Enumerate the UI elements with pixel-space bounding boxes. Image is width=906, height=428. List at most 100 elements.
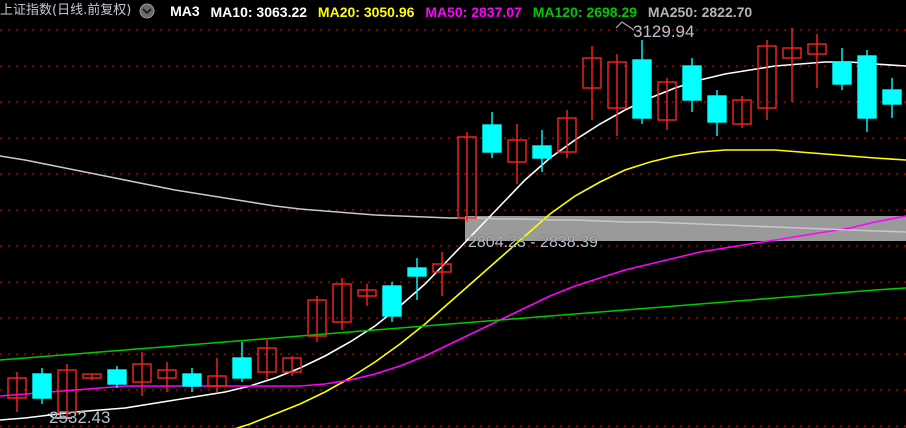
candle-body <box>832 61 852 85</box>
candle-body <box>532 145 552 159</box>
ma250-legend[interactable]: MA250: 2822.70 <box>648 1 752 22</box>
low-pointer-line <box>47 413 72 419</box>
ma250-label: MA250: <box>647 3 698 20</box>
candle-body <box>82 373 102 379</box>
candle-body <box>157 369 177 379</box>
chart-canvas[interactable] <box>0 20 906 428</box>
candle[interactable] <box>657 78 677 130</box>
ma10-legend[interactable]: MA10: 3063.22 <box>211 1 308 22</box>
candle[interactable] <box>532 130 552 172</box>
ma10-label: MA10: <box>210 3 253 20</box>
ma20-label: MA20: <box>317 3 360 20</box>
candle[interactable] <box>782 28 802 102</box>
candle[interactable] <box>457 132 477 222</box>
candle[interactable] <box>407 258 427 300</box>
candle-body <box>882 89 902 105</box>
dropdown-gear-icon[interactable] <box>139 3 155 19</box>
candle-body <box>32 373 52 399</box>
candle[interactable] <box>507 124 527 184</box>
candle-body <box>182 373 202 387</box>
candle[interactable] <box>382 282 402 322</box>
ma-line-ma10 <box>0 61 906 421</box>
candle-body <box>457 136 477 219</box>
candle-body <box>757 45 777 109</box>
ma50-legend[interactable]: MA50: 2837.07 <box>425 1 522 22</box>
candle[interactable] <box>307 296 327 342</box>
low-price-annotation: 2532.43 <box>49 408 111 427</box>
candle[interactable] <box>107 366 127 388</box>
moving-average-lines <box>0 61 906 428</box>
candle-body <box>607 61 627 109</box>
candle[interactable] <box>282 356 302 376</box>
candlestick-series[interactable] <box>7 28 902 420</box>
instrument-name[interactable]: 上证指数(日线.前复权) <box>0 3 132 19</box>
candle-body <box>682 65 702 101</box>
candle-body <box>307 299 327 337</box>
ma50-value: 2837.07 <box>471 3 522 20</box>
candle[interactable] <box>682 58 702 112</box>
candle[interactable] <box>82 373 102 380</box>
candle-body <box>382 285 402 317</box>
candle[interactable] <box>632 40 652 124</box>
candle[interactable] <box>582 46 602 120</box>
candle[interactable] <box>732 96 752 128</box>
candle-body <box>632 59 652 119</box>
candle[interactable] <box>432 252 452 296</box>
candle-body <box>232 357 252 379</box>
candle[interactable] <box>482 112 502 158</box>
candle-body <box>132 363 152 383</box>
ma120-legend[interactable]: MA120: 2698.29 <box>533 1 637 22</box>
candle[interactable] <box>257 338 277 380</box>
candle[interactable] <box>207 358 227 392</box>
ma-line-ma250 <box>0 155 906 233</box>
ma-line-ma20 <box>234 149 906 428</box>
candle-body <box>257 347 277 373</box>
candle-body <box>7 377 27 399</box>
ma120-value: 2698.29 <box>586 3 638 20</box>
candle[interactable] <box>57 364 77 420</box>
ma120-label: MA120: <box>532 3 583 20</box>
candle-body <box>557 117 577 153</box>
candle-body <box>782 47 802 59</box>
candle-body <box>482 124 502 153</box>
candle[interactable] <box>182 368 202 392</box>
candle[interactable] <box>607 54 627 136</box>
candle-body <box>657 81 677 121</box>
candle[interactable] <box>707 90 727 136</box>
high-price-annotation: 3129.94 <box>633 22 695 41</box>
candle-body <box>107 369 127 385</box>
ma10-value: 3063.22 <box>256 3 308 20</box>
candle[interactable] <box>332 278 352 330</box>
candle[interactable] <box>157 362 177 392</box>
candle[interactable] <box>832 48 852 90</box>
candle[interactable] <box>557 110 577 158</box>
candlestick-plot-area[interactable] <box>0 20 906 428</box>
ma250-value: 2822.70 <box>701 3 753 20</box>
candle[interactable] <box>807 34 827 88</box>
price-band-annotation: 2804.23 - 2838.39 <box>468 234 598 251</box>
indicator-label[interactable]: MA3 <box>170 3 200 20</box>
candle-body <box>707 95 727 123</box>
candle-body <box>857 55 877 119</box>
candle[interactable] <box>882 78 902 118</box>
chart-header-legend: 上证指数(日线.前复权) MA3 MA10: 3063.22 MA20: 305… <box>0 0 906 20</box>
ma-line-ma120 <box>0 287 906 361</box>
candle[interactable] <box>7 372 27 412</box>
high-pointer-line <box>615 21 635 31</box>
candle-body <box>507 139 527 163</box>
candle-body <box>332 283 352 323</box>
candle-body <box>357 289 377 297</box>
ma20-legend[interactable]: MA20: 3050.96 <box>318 1 415 22</box>
candle[interactable] <box>857 50 877 132</box>
candle[interactable] <box>132 352 152 396</box>
candle[interactable] <box>357 284 377 306</box>
ma50-label: MA50: <box>425 3 468 20</box>
candle-body <box>57 369 77 413</box>
candle-body <box>282 357 302 373</box>
candle-body <box>582 57 602 89</box>
ma-line-ma50 <box>0 215 906 397</box>
candle[interactable] <box>232 342 252 382</box>
candle[interactable] <box>32 368 52 404</box>
candle[interactable] <box>757 40 777 120</box>
